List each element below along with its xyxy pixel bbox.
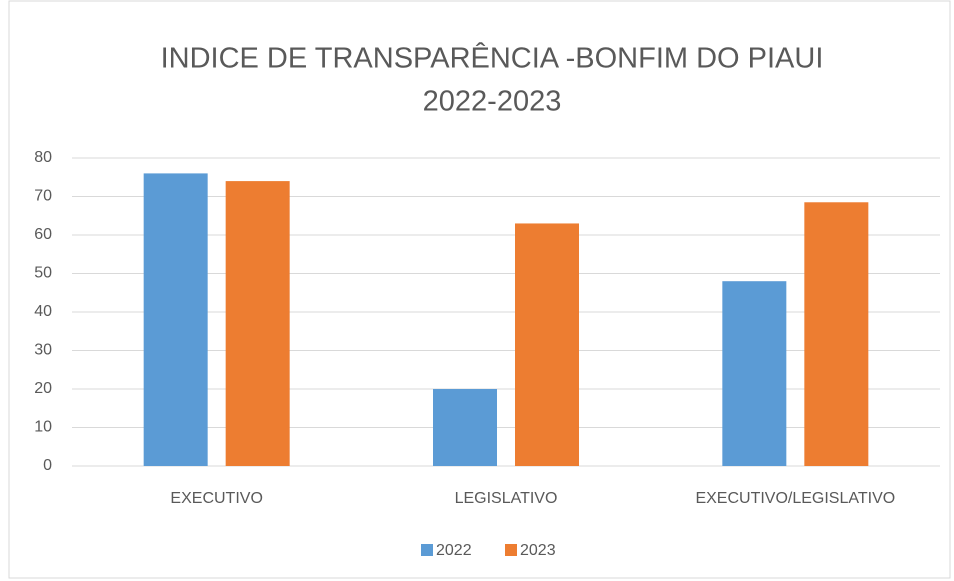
y-tick-label: 10: [34, 419, 52, 436]
bar: [433, 389, 497, 466]
y-tick-label: 30: [34, 342, 52, 359]
bar: [804, 202, 869, 466]
chart-title: INDICE DE TRANSPARÊNCIA -BONFIM DO PIAUI: [161, 42, 824, 75]
legend-swatch: [505, 544, 517, 556]
y-tick-label: 50: [34, 265, 52, 282]
y-tick-label: 60: [34, 226, 52, 243]
legend-label: 2022: [436, 542, 472, 559]
x-tick-label: EXECUTIVO/LEGISLATIVO: [695, 490, 895, 507]
bar: [143, 173, 208, 466]
y-tick-label: 0: [43, 457, 52, 474]
bar: [722, 281, 787, 466]
y-tick-label: 70: [34, 188, 52, 205]
y-tick-label: 20: [34, 380, 52, 397]
bar: [515, 223, 579, 466]
legend-label: 2023: [520, 542, 556, 559]
x-tick-label: LEGISLATIVO: [455, 490, 558, 507]
y-tick-label: 40: [34, 303, 52, 320]
bar: [225, 181, 290, 466]
chart-title: 2022-2023: [423, 86, 562, 118]
y-tick-label: 80: [34, 149, 52, 166]
x-tick-label: EXECUTIVO: [170, 490, 262, 507]
legend-swatch: [421, 544, 433, 556]
